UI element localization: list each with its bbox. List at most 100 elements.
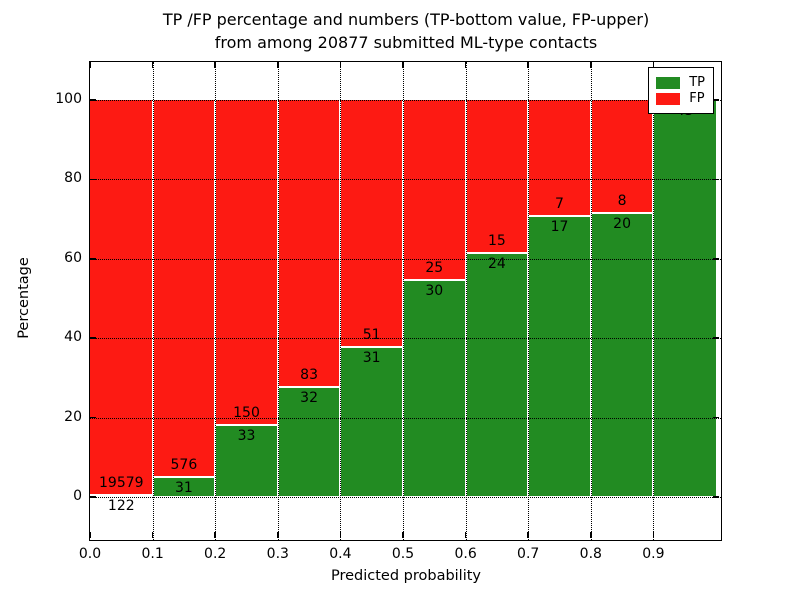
tp-bar-segment — [465, 252, 529, 497]
tp-bar-segment — [152, 476, 216, 497]
plot-canvas: 19579 122 576 31 150 33 83 32 51 31 25 30 15 24 7 17 8 20… — [90, 62, 721, 540]
bar-boundary-edge — [277, 385, 341, 388]
fp-count-annotation: 8 — [617, 193, 627, 210]
x-tick-mark — [590, 532, 592, 538]
x-tick-mark — [277, 62, 279, 68]
fp-count-annotation: 576 — [170, 456, 198, 473]
tp-bar-segment — [215, 425, 278, 497]
fp-count-annotation: 7 — [555, 195, 564, 212]
y-tick-mark — [713, 496, 719, 498]
bar-boundary-edge — [90, 493, 153, 496]
tp-count-annotation: 24 — [487, 255, 506, 272]
gridline-vertical — [403, 62, 404, 540]
gridline-horizontal — [90, 179, 721, 181]
fp-count-annotation: 15 — [487, 232, 506, 249]
x-tick-mark — [464, 532, 467, 538]
x-tick-label: 0.3 — [266, 546, 289, 562]
y-tick-label: 20 — [64, 408, 82, 425]
x-tick-mark — [527, 532, 529, 538]
gridline-vertical — [528, 62, 530, 540]
bar-boundary-edge — [152, 475, 216, 478]
x-tick-mark — [151, 532, 154, 538]
x-tick-mark — [339, 532, 342, 538]
tp-count-annotation: 20 — [613, 216, 632, 233]
y-tick-mark — [713, 99, 719, 101]
fp-count-annotation: 51 — [362, 326, 381, 343]
x-tick-mark — [652, 532, 655, 538]
x-tick-label: 0.5 — [391, 546, 415, 562]
gridline-horizontal — [90, 497, 721, 498]
fp-bar-segment — [152, 100, 216, 477]
legend-entry-tp: TP — [656, 76, 705, 89]
gridline-horizontal — [90, 258, 721, 260]
gridline-horizontal — [90, 417, 721, 419]
x-tick-mark — [90, 532, 91, 538]
legend-label-fp: FP — [689, 91, 705, 106]
gridline-vertical — [340, 62, 342, 540]
y-tick-mark — [90, 337, 96, 339]
plot-area: 19579 122 576 31 150 33 83 32 51 31 25 30 15 24 7 17 8 20… — [89, 61, 722, 541]
x-tick-label: 0.0 — [78, 546, 102, 562]
y-tick-mark — [90, 496, 96, 498]
tp-count-annotation: 122 — [107, 497, 135, 514]
fp-color-swatch — [656, 92, 681, 105]
x-tick-mark — [214, 532, 216, 538]
y-tick-mark — [713, 258, 719, 260]
y-tick-mark — [713, 337, 719, 339]
x-tick-label: 0.2 — [204, 546, 227, 562]
x-tick-label: 0.9 — [642, 546, 665, 562]
tp-bar-segment — [340, 346, 403, 497]
x-tick-mark — [402, 62, 404, 68]
fp-bar-segment — [277, 100, 341, 387]
gridline-vertical — [152, 62, 154, 540]
bar-boundary-edge — [340, 345, 403, 348]
y-tick-mark — [90, 416, 96, 419]
tp-count-annotation: 32 — [300, 389, 319, 406]
bar-boundary-edge — [215, 424, 278, 427]
y-tick-label: 80 — [64, 170, 82, 187]
fp-bar-segment — [465, 100, 529, 253]
chart-title: TP /FP percentage and numbers (TP-bottom… — [90, 9, 722, 54]
bar-boundary-edge — [528, 214, 591, 217]
fp-bar-segment — [340, 100, 403, 347]
y-tick-mark — [90, 258, 96, 260]
gridline-horizontal — [90, 100, 721, 101]
tp-count-annotation: 17 — [550, 218, 569, 235]
y-tick-label: 40 — [64, 329, 82, 346]
tp-bar-segment — [528, 215, 591, 497]
y-tick-label: 60 — [64, 249, 82, 266]
x-tick-mark — [214, 62, 216, 68]
x-tick-mark — [590, 62, 592, 68]
chart-title-line1: TP /FP percentage and numbers (TP-bottom… — [162, 10, 650, 29]
fp-bar-segment — [403, 100, 466, 281]
gridline-vertical — [590, 62, 592, 540]
fp-count-annotation: 83 — [300, 366, 319, 383]
tp-bar-segment — [590, 213, 654, 497]
bar-boundary-edge — [590, 212, 654, 215]
fp-bar-segment — [528, 100, 591, 216]
x-tick-mark — [652, 62, 655, 68]
fp-bar-segment — [590, 100, 654, 214]
tp-bar-segment — [90, 494, 153, 497]
tp-count-annotation: 31 — [174, 479, 193, 496]
tp-bar-segment — [277, 386, 341, 497]
legend-label-tp: TP — [689, 75, 705, 90]
x-axis-title: Predicted probability — [330, 568, 482, 584]
bar-boundary-edge — [465, 251, 529, 254]
x-tick-label: 0.7 — [517, 546, 540, 562]
gridline-vertical — [653, 62, 655, 540]
x-tick-mark — [277, 532, 279, 538]
y-tick-label: 100 — [55, 91, 82, 107]
y-tick-mark — [90, 99, 96, 101]
fp-count-annotation: 150 — [233, 405, 260, 422]
x-tick-mark — [339, 62, 342, 68]
y-tick-mark — [90, 178, 96, 181]
x-tick-label: 0.1 — [141, 546, 164, 562]
y-axis-title: Percentage — [16, 257, 32, 339]
tp-bar-segment — [403, 280, 466, 497]
legend: TP FP — [648, 67, 714, 114]
y-tick-label: 0 — [73, 488, 82, 504]
fp-bar-segment — [215, 100, 278, 426]
tp-count-annotation: 33 — [237, 428, 256, 445]
